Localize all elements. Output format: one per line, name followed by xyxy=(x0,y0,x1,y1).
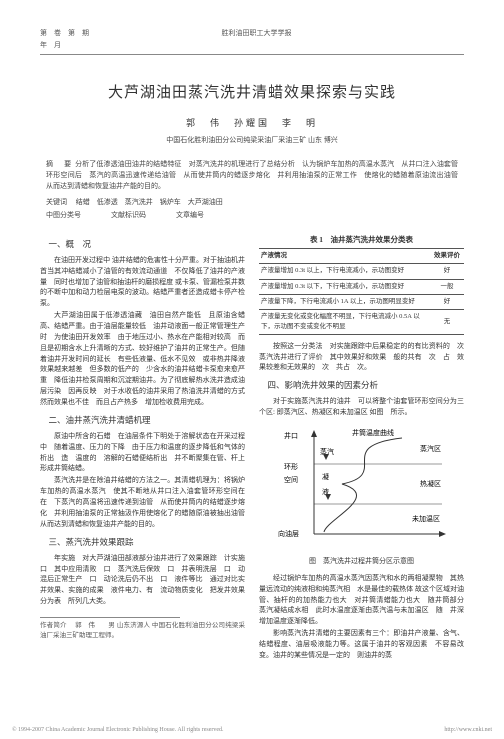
figure-1-svg: 井口 井筒温度曲线 蒸汽区 热凝区 未加温区 环形 空间 蒸汽 凝 液 向油层 xyxy=(272,424,452,549)
body-columns: 一、概 况 在油田开发过程中 油井结蜡的危害性十分严重。对于抽油机井首当其冲结蜡… xyxy=(40,232,464,662)
section-1-head: 一、概 况 xyxy=(40,238,245,251)
section-3-p1: 年实施 对大芦湖油田部液部分油井进行了效果跟踪 计实施 口 其中应用清败 口 蒸… xyxy=(40,553,245,607)
section-2-head: 二、油井蒸汽洗井清蜡机理 xyxy=(40,414,245,427)
copyright-left: © 1994-2007 China Academic Journal Elect… xyxy=(12,727,224,733)
table-cell: 产液量无变化或变化幅度不明显，下行电流减小 0.5A 以下，示功图不变或变化不明… xyxy=(259,309,430,334)
section-3-tail: 按照这一分类法 对实施跟踪中后果稳定的的有比资料的 次蒸汽洗井进行了评价 其中效… xyxy=(259,341,464,374)
table-header-cell: 产液情况 xyxy=(259,249,430,264)
table-1: 产液情况 效果评价 产液量增加 0.3t 以上，下行电流减小，示功图变好 好 产… xyxy=(259,248,464,334)
fig-label: 凝 xyxy=(322,472,329,481)
fig-label: 未加温区 xyxy=(412,514,440,523)
left-column: 一、概 况 在油田开发过程中 油井结蜡的危害性十分严重。对于抽油机井首当其冲结蜡… xyxy=(40,232,245,662)
table-row: 产液量下降，下行电流减小 1A 以上，示功图明显变好 好 xyxy=(259,294,464,309)
fig-label: 热凝区 xyxy=(420,479,441,488)
fig-label: 井筒温度曲线 xyxy=(352,428,394,437)
table-row: 产液量无变化或变化幅度不明显，下行电流减小 0.5A 以下，示功图不变或变化不明… xyxy=(259,309,464,334)
footnote: 作者简介 郭 伟 男 山东济源人 中国石化胜利油田分公司纯梁采油厂采油三矿助理工… xyxy=(40,621,245,641)
table-1-caption: 表 1 油井蒸汽洗井效果分类表 xyxy=(259,234,464,246)
section-4-p1: 对于实施蒸汽洗井的油井 可以将整个油套管环形空间分为三个区: 即蒸汽区、热凝区和… xyxy=(259,396,464,418)
class-right: 文章编号 xyxy=(176,210,204,220)
section-4-tail1: 经过锅炉车加热的高温水蒸汽因蒸汽和水的两相凝聚物 其热量远流动的纯液相和纯蒸汽相… xyxy=(259,573,464,627)
running-header: 第 卷 第 期 胜利油田职工大学学报 xyxy=(40,28,464,38)
section-3-head: 三、蒸汽洗井效果跟踪 xyxy=(40,536,245,549)
figure-1-caption: 图 蒸汽洗井过程井筒分区示意图 xyxy=(259,556,464,567)
classification-line: 中图分类号 文献标识码 文章编号 xyxy=(46,210,458,220)
table-cell: 好 xyxy=(430,294,464,309)
abstract: 摘 要 分析了低渗透油田油井的结蜡特征 对蒸汽洗井的机理进行了总结分析 认为锅炉… xyxy=(46,159,458,193)
right-column: 表 1 油井蒸汽洗井效果分类表 产液情况 效果评价 产液量增加 0.3t 以上，… xyxy=(259,232,464,662)
affiliation: 中国石化胜利油田分公司纯梁采油厂采油三矿 山东 博兴 xyxy=(40,135,464,145)
fig-label: 向油层 xyxy=(278,529,299,538)
abstract-label: 摘 要 xyxy=(46,160,73,168)
copyright-right: http://www.cnki.net xyxy=(444,727,492,733)
table-cell: 产液量增加 0.3t 以上，下行电流减小，示功图变好 xyxy=(259,264,430,279)
footnote-text: 郭 伟 男 山东济源人 中国石化胜利油田分公司纯梁采油厂采油三矿助理工程师。 xyxy=(40,622,245,639)
table-cell: 无 xyxy=(430,309,464,334)
section-2-p2: 蒸汽洗井是在除油井结蜡的方法之一。其清蜡机理为：将锅炉车加热的高温水蒸汽 使其不… xyxy=(40,475,245,529)
fig-label: 空间 xyxy=(284,475,298,484)
section-2-p1: 原油中所含的石蜡 在油层条件下明处于溶解状态在开采过程中 随着温度、压力的下降 … xyxy=(40,431,245,474)
section-4-head: 四、影响洗井效果的因素分析 xyxy=(259,379,464,392)
section-1-p2: 大芦湖油田属于低渗透油藏 油田自然产能低 且原油含蜡高、结蜡严重。由于油层能量较… xyxy=(40,310,245,408)
paper-title: 大芦湖油田蒸汽洗井清蜡效果探索与实践 xyxy=(40,81,464,102)
abstract-text: 分析了低渗透油田油井的结蜡特征 对蒸汽洗井的机理进行了总结分析 认为锅炉车加热的… xyxy=(46,160,465,190)
authors: 郭 伟 孙耀国 李 明 xyxy=(40,116,464,129)
keywords-text: 结蜡 低渗透 蒸汽洗井 锅炉车 大芦湖油田 xyxy=(76,198,223,206)
table-cell: 产液量下降，下行电流减小 1A 以上，示功图明显变好 xyxy=(259,294,430,309)
page-root: 第 卷 第 期 胜利油田职工大学学报 年 月 大芦湖油田蒸汽洗井清蜡效果探索与实… xyxy=(0,0,504,739)
header-spacer xyxy=(424,28,464,38)
keywords: 关键词 结蜡 低渗透 蒸汽洗井 锅炉车 大芦湖油田 xyxy=(46,197,458,208)
header-rule xyxy=(40,54,464,55)
section-4-tail2: 影响蒸汽洗井清蜡的主要因素有三个：即油井产液量、含气、结蜡程度、油层吸液能力等。… xyxy=(259,628,464,661)
keywords-label: 关键词 xyxy=(46,198,67,206)
table-cell: 一般 xyxy=(430,279,464,294)
footnote-label: 作者简介 xyxy=(40,622,67,629)
fig-label: 蒸汽区 xyxy=(420,444,441,453)
table-header-cell: 效果评价 xyxy=(430,249,464,264)
copyright-footer: © 1994-2007 China Academic Journal Elect… xyxy=(12,727,492,733)
figure-1: 井口 井筒温度曲线 蒸汽区 热凝区 未加温区 环形 空间 蒸汽 凝 液 向油层 xyxy=(259,424,464,567)
header-sub: 年 月 xyxy=(40,40,464,50)
header-center: 胜利油田职工大学学报 xyxy=(222,28,292,38)
header-left: 第 卷 第 期 xyxy=(40,28,89,38)
fig-label: 环形 xyxy=(284,463,298,471)
class-left: 中图分类号 xyxy=(46,210,81,220)
footnote-rule xyxy=(40,617,180,618)
table-row: 产液量增加 0.3t 以下，下行电流减小，示功图变好 一般 xyxy=(259,279,464,294)
fig-label: 井口 xyxy=(284,431,298,440)
table-cell: 产液量增加 0.3t 以下，下行电流减小，示功图变好 xyxy=(259,279,430,294)
section-1-p1: 在油田开发过程中 油井结蜡的危害性十分严重。对于抽油机井首当其冲结蜡减小了油管的… xyxy=(40,255,245,309)
table-cell: 好 xyxy=(430,264,464,279)
class-mid: 文献标识码 xyxy=(111,210,146,220)
table-row: 产液量增加 0.3t 以上，下行电流减小，示功图变好 好 xyxy=(259,264,464,279)
table-row: 产液情况 效果评价 xyxy=(259,249,464,264)
